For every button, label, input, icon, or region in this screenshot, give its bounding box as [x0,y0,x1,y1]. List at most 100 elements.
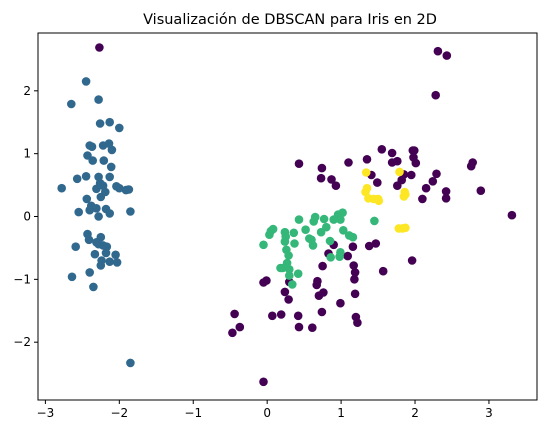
data-point [67,272,77,282]
x-tick-label: −2 [110,406,128,420]
data-point [343,251,353,261]
x-tick-label: −3 [37,406,55,420]
x-tick-label: 1 [337,406,345,420]
data-point [371,239,381,248]
data-point [316,227,326,237]
data-point [399,192,409,201]
series-0 [95,43,517,387]
series-2 [259,208,379,289]
data-point [401,223,410,233]
data-point [350,275,359,284]
data-point [235,322,245,332]
data-point [348,242,358,251]
data-point [336,248,345,257]
data-point [362,155,372,164]
data-point [441,194,451,203]
data-point [268,311,277,321]
data-point [336,215,345,224]
series-1 [57,77,135,368]
data-point [105,257,114,267]
data-point [411,158,421,168]
data-point [276,310,286,319]
data-point [339,226,348,235]
data-point [96,261,106,270]
data-point [373,178,382,187]
data-point [288,280,297,289]
data-point [468,158,478,167]
data-point [393,156,402,166]
data-point [364,241,374,251]
data-point [294,215,304,224]
data-point [428,177,438,186]
data-point [115,183,124,193]
data-point [268,224,278,234]
data-point [319,214,329,224]
x-tick-label: 3 [485,406,493,420]
chart-title: Visualización de DBSCAN para Iris en 2D [143,12,437,28]
data-point [105,117,114,127]
data-point [290,239,299,248]
data-point [96,192,106,202]
data-point [84,235,94,245]
x-tick-label: −1 [184,406,202,420]
data-point [325,236,335,246]
data-point [87,142,97,151]
data-point [353,318,362,328]
data-point [294,159,304,168]
data-point [317,163,327,173]
data-point [350,289,360,299]
data-point [90,249,100,259]
data-point [327,175,336,184]
data-point [285,271,294,280]
data-point [74,207,83,217]
data-point [259,240,268,250]
data-point [262,276,271,285]
data-point [57,183,66,193]
data-point [124,185,134,194]
data-point [89,282,98,292]
data-point [81,77,91,86]
data-point [348,232,358,242]
data-point [317,307,327,317]
y-tick-label: 2 [23,84,31,98]
data-point [294,322,304,332]
y-axis: −2 −1 0 1 2 [13,84,38,349]
data-point [72,174,82,184]
data-point [431,90,441,100]
data-point [105,172,114,182]
data-point [319,288,328,297]
data-point [361,168,371,177]
data-point [289,228,299,238]
data-point [101,248,111,258]
data-point [293,311,303,321]
data-point [308,241,318,250]
data-point [112,258,122,267]
data-point [374,196,384,206]
data-point [395,167,404,177]
x-tick-label: 2 [411,406,419,420]
data-point [378,266,388,276]
data-point [280,287,290,297]
data-point [259,377,268,387]
data-point [349,261,359,270]
data-point [276,263,285,273]
y-tick-label: −2 [13,335,31,349]
data-point [338,208,347,217]
data-point [316,173,326,183]
data-point [377,145,387,154]
data-point [111,250,120,260]
data-point [82,194,92,204]
data-point [476,186,486,195]
data-point [81,172,91,181]
x-axis: −3 −2 −1 0 1 2 3 [37,400,493,420]
data-point [126,207,135,216]
data-point [432,169,441,179]
data-point [99,156,109,165]
data-point [92,184,101,194]
data-point [310,212,320,222]
data-point [88,156,97,165]
data-point [230,309,239,319]
data-point [370,216,379,226]
data-point [85,268,94,277]
